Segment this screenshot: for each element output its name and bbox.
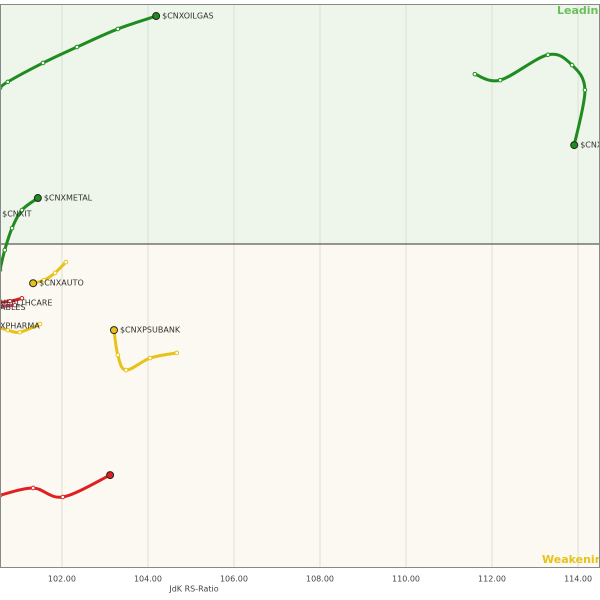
tail-point — [472, 71, 478, 77]
tail-point — [40, 60, 46, 66]
x-tick-label: 102.00 — [48, 575, 76, 584]
tail-point — [497, 77, 503, 83]
tail-point — [115, 352, 121, 358]
tail-point — [5, 327, 11, 333]
x-tick-label: 112.00 — [478, 575, 506, 584]
tail-point — [30, 485, 36, 491]
tail — [32, 261, 67, 285]
x-axis-label: JdK RS-Ratio — [168, 585, 218, 594]
tail-point — [74, 44, 80, 50]
head-point — [33, 194, 42, 203]
series-label: $CNXIT — [2, 209, 32, 218]
tail-point — [52, 270, 58, 276]
tail-point — [9, 225, 15, 231]
series-label: XPHARMA — [0, 322, 40, 331]
tail-point — [582, 87, 588, 93]
quadrant-label: Weakening — [542, 553, 600, 566]
series-label: $CNXREALTY — [580, 141, 600, 150]
series-label: HEALTHCARE — [0, 298, 52, 307]
head-point — [109, 326, 118, 335]
tail-point — [12, 302, 18, 308]
head-point — [29, 279, 38, 288]
tail-point — [5, 79, 11, 85]
x-tick-label: 104.00 — [134, 575, 162, 584]
tail-point — [7, 298, 13, 304]
head-point — [570, 141, 579, 150]
x-tick-label: 114.00 — [564, 575, 592, 584]
tail-point — [569, 62, 575, 68]
tail — [474, 52, 587, 146]
head-point — [106, 471, 115, 480]
tail-point — [41, 277, 47, 283]
series-label: $CNXAUTO — [39, 279, 84, 288]
tail-point — [2, 247, 8, 253]
x-tick-label: 106.00 — [220, 575, 248, 584]
quadrant-label: Leading — [557, 4, 600, 17]
tail-point — [17, 329, 23, 335]
tail-point — [37, 321, 43, 327]
tail-point — [60, 494, 66, 500]
tail-point — [115, 26, 121, 32]
x-tick-label: 110.00 — [392, 575, 420, 584]
series-label: $CNXPSUBANK — [120, 326, 181, 335]
tail — [0, 473, 111, 499]
tail-point — [19, 295, 25, 301]
tail-point — [123, 367, 129, 373]
leading-quadrant — [0, 4, 600, 245]
tail-point — [147, 355, 153, 361]
series-label: $CNXOILGAS — [162, 12, 214, 21]
series-label: $CNXMETAL — [44, 194, 93, 203]
tail-point — [174, 350, 180, 356]
tail-point — [63, 259, 69, 265]
series-label: ABLES — [0, 303, 26, 312]
head-point — [152, 12, 161, 21]
plot: Leading Weakening $CNXOILGAS $CNXREALTY $CNX… — [0, 4, 600, 568]
x-tick-label: 108.00 — [306, 575, 334, 584]
tail-point — [545, 52, 551, 58]
tail-point — [19, 207, 25, 213]
